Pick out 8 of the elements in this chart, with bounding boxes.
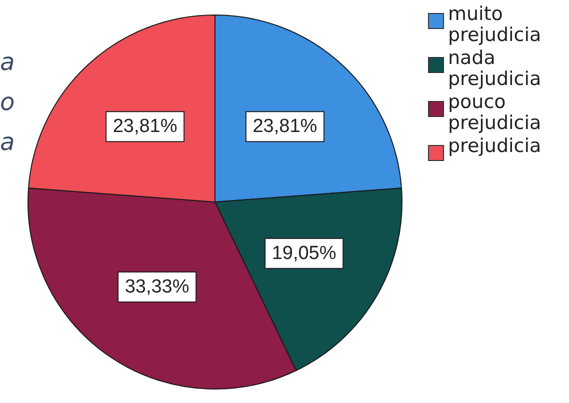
text: a — [0, 48, 15, 76]
data-label: 19,05% — [272, 242, 336, 264]
data-label: 33,33% — [124, 276, 190, 298]
data-label: 23,81% — [252, 116, 318, 138]
text: a — [0, 128, 15, 156]
legend-label: prejudicia — [448, 135, 542, 157]
data-label: 23,81% — [112, 116, 178, 138]
text: o — [0, 88, 15, 116]
